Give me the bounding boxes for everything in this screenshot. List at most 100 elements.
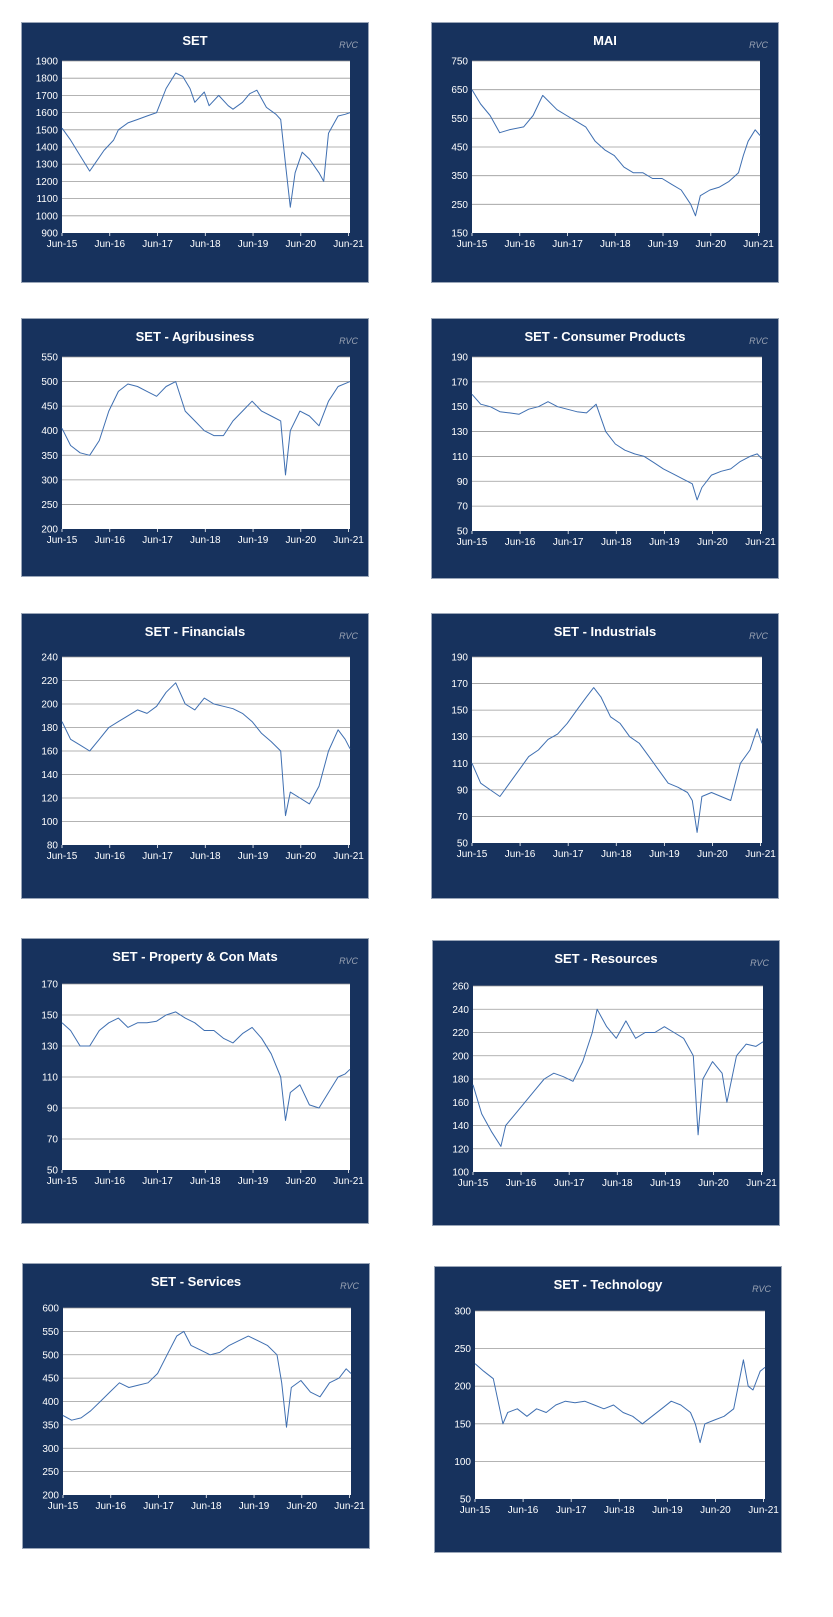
- y-tick-label: 130: [451, 732, 468, 743]
- chart-panel-set: SET RVC 900 1000 1100 1200 1300 1400 1500 1600 1…: [21, 22, 369, 283]
- series-line: [472, 1008, 764, 1147]
- x-tick-label: Jun-19: [648, 239, 679, 250]
- series-line: [62, 1330, 352, 1428]
- x-tick-label: Jun-16: [505, 537, 536, 548]
- x-tick-label: Jun-21: [748, 1505, 779, 1516]
- x-tick-label: Jun-21: [743, 239, 774, 250]
- y-tick-label: 120: [452, 1144, 469, 1155]
- chart-title: SET - Technology: [553, 1277, 663, 1292]
- x-tick-label: Jun-16: [94, 1176, 125, 1187]
- x-tick-label: Jun-20: [698, 1178, 729, 1189]
- x-tick-label: Jun-16: [94, 535, 125, 546]
- y-tick-label: 350: [41, 451, 58, 462]
- x-tick-label: Jun-20: [700, 1505, 731, 1516]
- x-tick-label: Jun-18: [601, 537, 632, 548]
- x-tick-label: Jun-18: [604, 1505, 635, 1516]
- line-chart: 80 100 120 140 160 180 200 220 240 Jun-15 Jun-16 Ju…: [41, 653, 364, 863]
- y-tick-label: 90: [47, 1104, 59, 1115]
- chart-title: SET - Consumer Products: [524, 329, 686, 344]
- y-tick-label: 1700: [36, 91, 59, 102]
- y-tick-label: 220: [452, 1028, 469, 1039]
- y-tick-label: 300: [42, 1444, 59, 1455]
- y-tick-label: 130: [451, 427, 468, 438]
- chart-title: SET - Services: [150, 1274, 242, 1289]
- chart-panel-industrials: SET - Industrials RVC 50 70 90 110 130 150 170…: [431, 613, 779, 899]
- y-tick-label: 110: [452, 759, 468, 770]
- y-tick-label: 250: [454, 1344, 471, 1355]
- y-tick-label: 150: [454, 1419, 471, 1430]
- y-tick-label: 1900: [36, 57, 59, 68]
- line-chart: 200 250 300 350 400 450 500 550 Jun-15 Jun-16 Jun-…: [41, 353, 364, 547]
- y-tick-label: 400: [41, 426, 58, 437]
- series-line: [471, 89, 761, 217]
- line-chart: 50 70 90 110 130 150 170 190 Jun-15 Jun-16 Jun-17 J…: [451, 653, 776, 861]
- y-tick-label: 200: [42, 1491, 59, 1502]
- y-tick-label: 160: [452, 1098, 469, 1109]
- series-line: [471, 393, 763, 501]
- x-tick-label: Jun-21: [334, 1501, 365, 1512]
- y-tick-label: 250: [42, 1467, 59, 1478]
- brand-label: RVC: [339, 631, 358, 641]
- series-line: [61, 1011, 351, 1121]
- x-tick-label: Jun-21: [745, 849, 776, 860]
- y-tick-label: 350: [42, 1420, 59, 1431]
- y-tick-label: 130: [41, 1042, 58, 1053]
- brand-label: RVC: [750, 958, 769, 968]
- y-tick-label: 80: [47, 841, 59, 852]
- x-tick-label: Jun-20: [697, 849, 728, 860]
- line-chart: 200 250 300 350 400 450 500 550 600 Jun-15 Jun-16 J…: [42, 1304, 365, 1513]
- y-tick-label: 170: [451, 679, 468, 690]
- y-tick-label: 120: [41, 794, 58, 805]
- y-tick-label: 200: [41, 700, 58, 711]
- x-tick-label: Jun-21: [333, 239, 364, 250]
- y-tick-label: 240: [41, 653, 58, 664]
- x-tick-label: Jun-21: [745, 537, 776, 548]
- y-tick-label: 170: [451, 377, 468, 388]
- chart-panel-financials: SET - Financials RVC 80 100 120 140 160 180 20…: [21, 613, 369, 899]
- x-tick-label: Jun-15: [457, 849, 488, 860]
- y-tick-label: 1100: [36, 194, 58, 205]
- x-tick-label: Jun-19: [649, 537, 680, 548]
- plot-area: [472, 657, 762, 843]
- x-tick-label: Jun-21: [746, 1178, 777, 1189]
- y-tick-label: 110: [42, 1073, 58, 1084]
- y-tick-label: 170: [41, 980, 58, 991]
- y-tick-label: 1400: [36, 143, 59, 154]
- series-line: [61, 381, 351, 476]
- x-tick-label: Jun-20: [286, 1176, 317, 1187]
- y-tick-label: 90: [457, 785, 469, 796]
- x-tick-label: Jun-20: [697, 537, 728, 548]
- y-tick-label: 900: [41, 229, 58, 240]
- brand-label: RVC: [749, 336, 768, 346]
- x-tick-label: Jun-20: [286, 239, 317, 250]
- y-tick-label: 450: [42, 1374, 59, 1385]
- y-tick-label: 1800: [36, 74, 59, 85]
- y-tick-label: 100: [454, 1457, 471, 1468]
- y-tick-label: 50: [457, 839, 469, 850]
- chart-panel-resources: SET - Resources RVC 100 120 140 160 180 200 22…: [432, 940, 780, 1226]
- y-tick-label: 190: [451, 353, 468, 364]
- brand-label: RVC: [749, 631, 768, 641]
- x-tick-label: Jun-15: [47, 239, 78, 250]
- series-line: [61, 682, 351, 817]
- x-tick-label: Jun-17: [552, 239, 583, 250]
- series-line: [61, 72, 351, 208]
- x-tick-label: Jun-18: [190, 239, 221, 250]
- x-tick-label: Jun-17: [553, 537, 584, 548]
- y-tick-label: 240: [452, 1005, 469, 1016]
- y-tick-label: 500: [42, 1350, 59, 1361]
- x-tick-label: Jun-15: [460, 1505, 491, 1516]
- x-tick-label: Jun-19: [652, 1505, 683, 1516]
- x-tick-label: Jun-16: [95, 1501, 126, 1512]
- x-tick-label: Jun-20: [287, 1501, 318, 1512]
- y-tick-label: 180: [41, 723, 58, 734]
- y-tick-label: 250: [41, 500, 58, 511]
- chart-panel-property-con-mats: SET - Property & Con Mats RVC 50 70 90 110 1…: [21, 938, 369, 1224]
- y-tick-label: 220: [41, 676, 58, 687]
- chart-title: SET - Industrials: [553, 624, 657, 639]
- x-tick-label: Jun-15: [457, 537, 488, 548]
- y-tick-label: 300: [454, 1307, 471, 1318]
- chart-title: SET - Property & Con Mats: [112, 949, 278, 964]
- y-tick-label: 180: [452, 1075, 469, 1086]
- series-line: [474, 1359, 766, 1444]
